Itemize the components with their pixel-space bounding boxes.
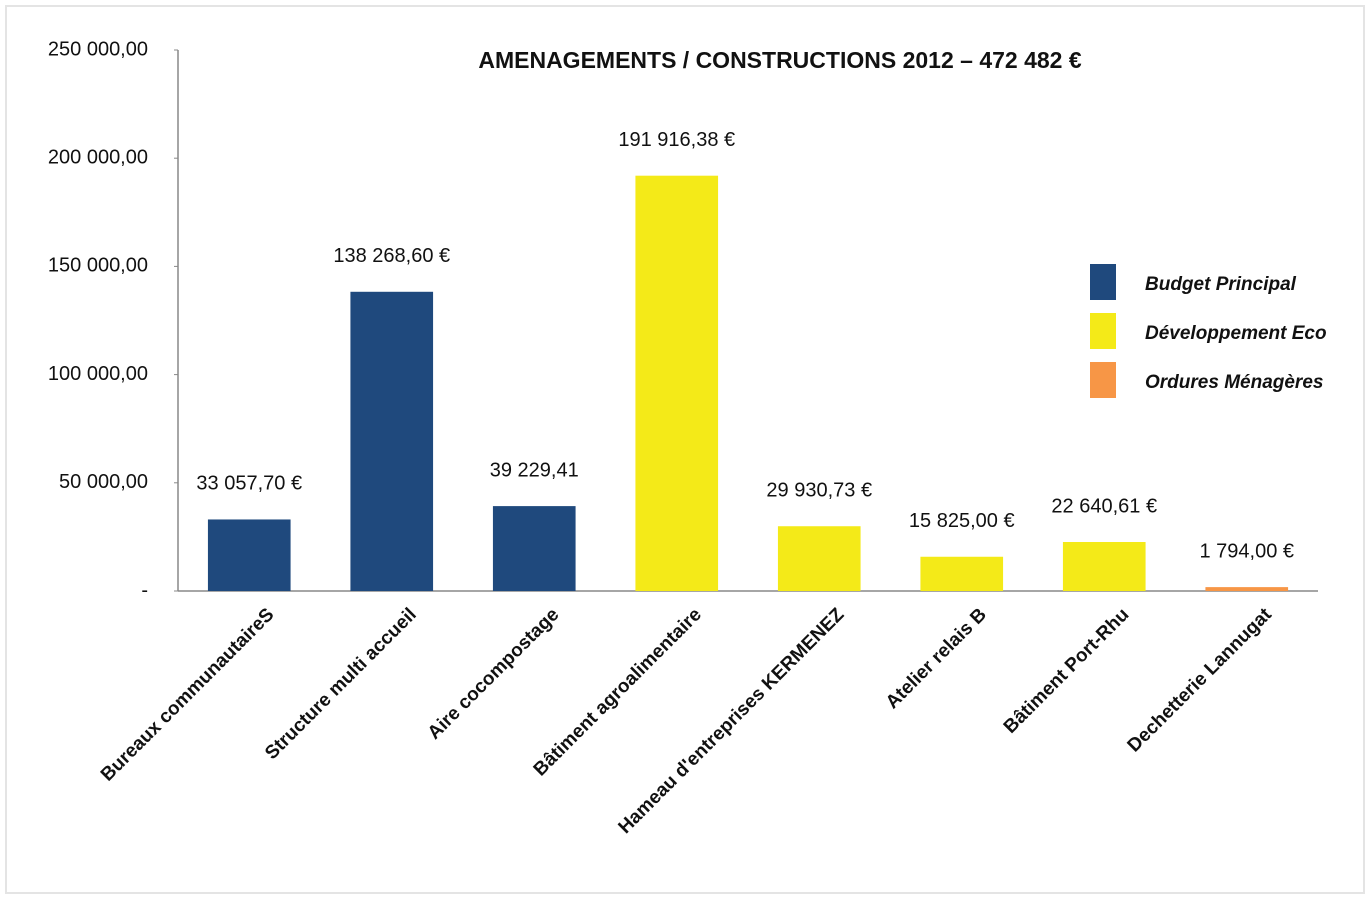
bar xyxy=(920,556,1004,591)
legend-swatch xyxy=(1090,313,1116,349)
y-tick-label: 250 000,00 xyxy=(48,38,148,60)
data-label: 33 057,70 € xyxy=(196,473,302,495)
legend-label: Ordures Ménagères xyxy=(1145,372,1323,393)
data-label: 39 229,41 xyxy=(490,459,579,481)
y-tick-label: 100 000,00 xyxy=(48,363,148,385)
data-label: 138 268,60 € xyxy=(333,245,450,267)
chart-title: AMENAGEMENTS / CONSTRUCTIONS 2012 – 472 … xyxy=(478,47,1081,73)
bar xyxy=(1062,542,1146,591)
bar xyxy=(492,506,576,591)
data-label: 29 930,73 € xyxy=(766,480,872,502)
y-tick-label: 50 000,00 xyxy=(59,471,148,493)
legend-label: Budget Principal xyxy=(1145,274,1297,295)
y-tick-label: 200 000,00 xyxy=(48,146,148,168)
bar xyxy=(635,175,719,592)
data-label: 22 640,61 € xyxy=(1051,495,1157,517)
y-tick-label: - xyxy=(141,579,148,601)
legend-label: Développement Eco xyxy=(1145,323,1327,344)
y-tick-label: 150 000,00 xyxy=(48,255,148,277)
bar xyxy=(777,526,861,591)
legend-swatch xyxy=(1090,362,1116,398)
bar xyxy=(1205,587,1289,591)
data-label: 191 916,38 € xyxy=(618,129,735,151)
data-label: 15 825,00 € xyxy=(909,510,1015,532)
bar xyxy=(207,519,291,591)
legend-swatch xyxy=(1090,264,1116,300)
bar xyxy=(350,291,434,591)
data-label: 1 794,00 € xyxy=(1199,540,1294,562)
